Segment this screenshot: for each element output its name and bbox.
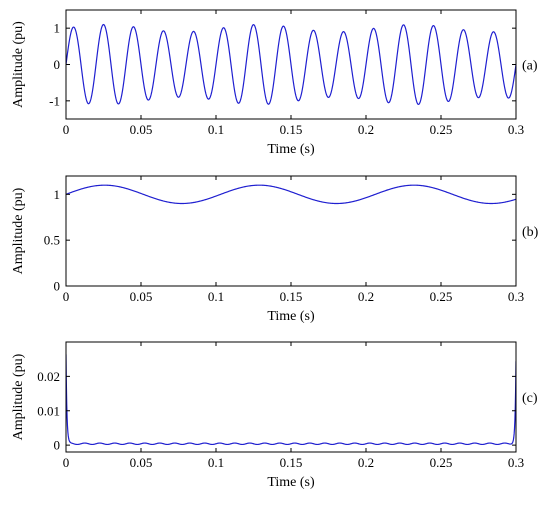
series-line-1 bbox=[66, 23, 516, 106]
y-tick-label: 1 bbox=[54, 187, 61, 202]
x-tick-label: 0.3 bbox=[508, 455, 524, 470]
series-line-1 bbox=[66, 354, 516, 446]
x-tick-label: 0.1 bbox=[208, 289, 224, 304]
x-axis-label: Time (s) bbox=[267, 309, 315, 324]
panel-b: 0 0.05 0.1 0.15 0.2 0.25 0.3 0 0.5 1 Time (s) Ampli… bbox=[11, 175, 539, 324]
y-axis-label: Amplitude (pu) bbox=[11, 21, 26, 108]
y-tick-label: 0.01 bbox=[37, 403, 60, 418]
x-axis-label: Time (s) bbox=[267, 475, 315, 490]
x-tick-label: 0.15 bbox=[280, 289, 303, 304]
y-axis-label: Amplitude (pu) bbox=[11, 353, 26, 440]
x-tick-label: 0.05 bbox=[130, 455, 153, 470]
x-tick-label: 0 bbox=[63, 455, 70, 470]
x-tick-label: 0.1 bbox=[208, 122, 224, 137]
x-tick-label: 0.3 bbox=[508, 122, 524, 137]
x-tick-label: 0.25 bbox=[430, 455, 453, 470]
x-tick-label: 0.05 bbox=[130, 122, 153, 137]
x-tick-label: 0.25 bbox=[430, 289, 453, 304]
y-axis-label: Amplitude (pu) bbox=[11, 187, 26, 274]
x-tick-label: 0.1 bbox=[208, 455, 224, 470]
x-tick-label: 0.15 bbox=[280, 455, 303, 470]
y-tick-label: 0 bbox=[54, 57, 61, 72]
panel-label: (b) bbox=[522, 225, 539, 240]
panel-label: (a) bbox=[522, 59, 538, 74]
x-tick-label: 0.2 bbox=[358, 289, 374, 304]
x-tick-label: 0 bbox=[63, 289, 70, 304]
plot-frame bbox=[65, 341, 517, 453]
x-axis-label: Time (s) bbox=[267, 142, 315, 157]
panel-label: (c) bbox=[522, 391, 538, 406]
panel-c: 0 0.05 0.1 0.15 0.2 0.25 0.3 0 0.01 0.02 Time (s) A… bbox=[11, 341, 538, 490]
y-tick-label: 0 bbox=[54, 279, 61, 294]
x-tick-label: 0.25 bbox=[430, 122, 453, 137]
x-tick-label: 0.2 bbox=[358, 122, 374, 137]
x-tick-label: 0.05 bbox=[130, 289, 153, 304]
x-tick-label: 0 bbox=[63, 122, 70, 137]
y-tick-label: 0 bbox=[54, 438, 61, 453]
y-tick-label: 0.02 bbox=[37, 369, 60, 384]
y-tick-label: 0.5 bbox=[44, 233, 60, 248]
y-tick-label: -1 bbox=[49, 93, 60, 108]
x-tick-label: 0.2 bbox=[358, 455, 374, 470]
x-tick-label: 0.3 bbox=[508, 289, 524, 304]
y-tick-label: 1 bbox=[54, 21, 61, 36]
series-line-1 bbox=[66, 184, 516, 205]
x-tick-label: 0.15 bbox=[280, 122, 303, 137]
